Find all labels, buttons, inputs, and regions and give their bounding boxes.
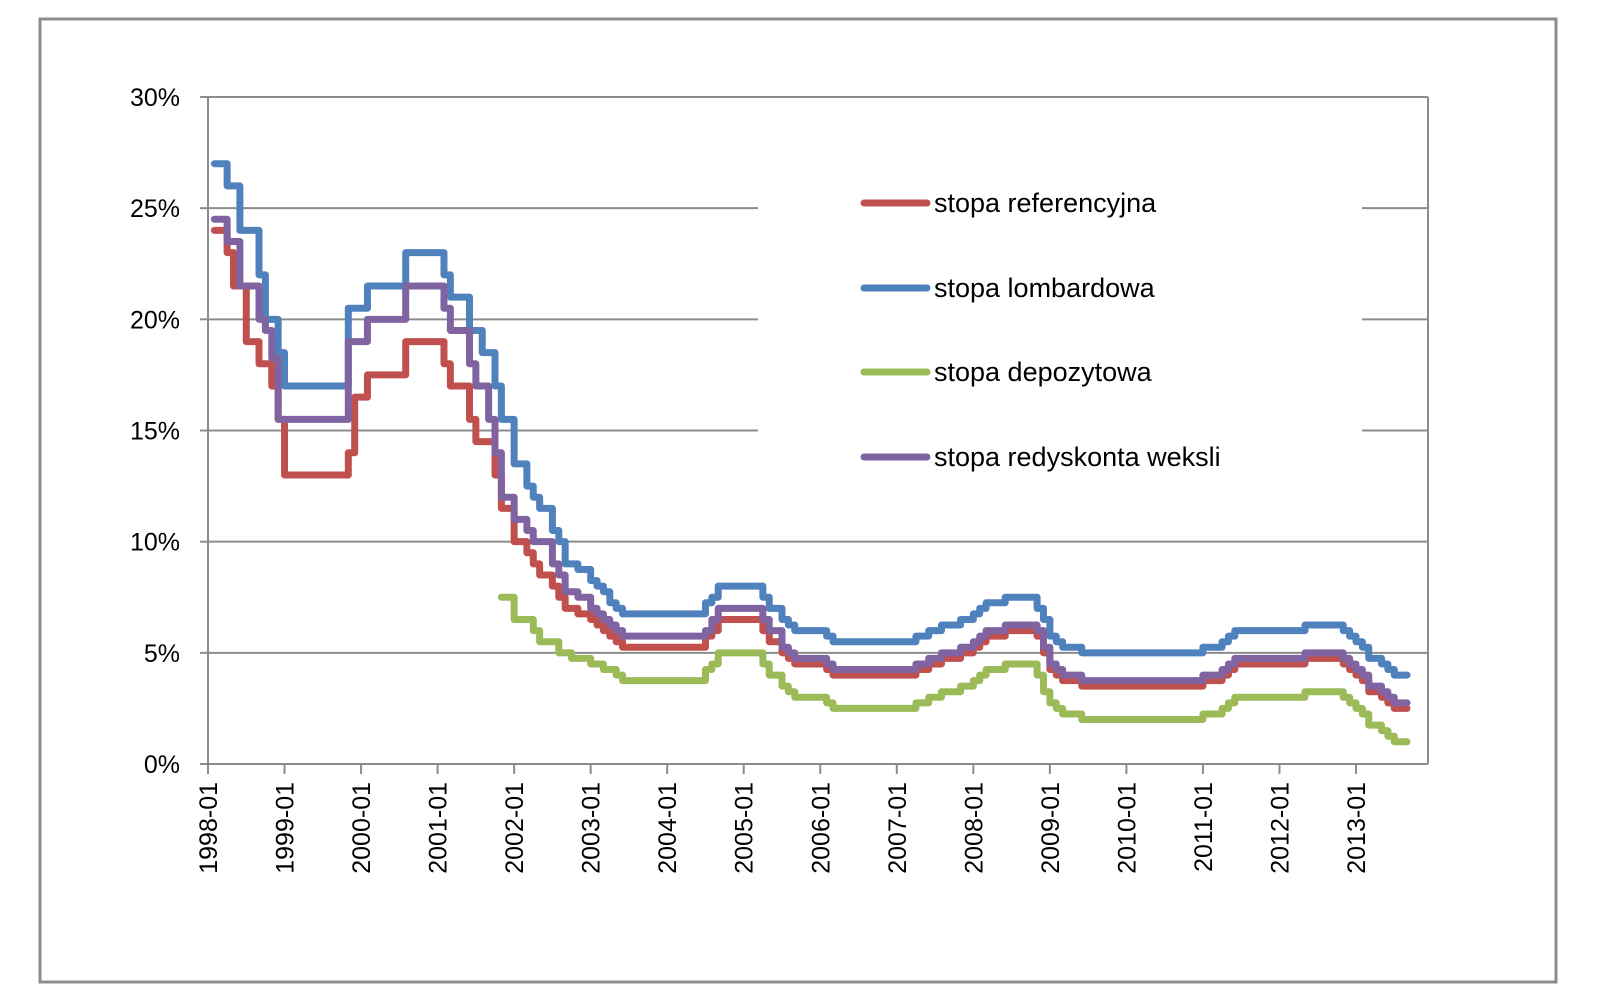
x-tick-label: 1998-01 (195, 782, 223, 874)
y-tick-label: 0% (144, 751, 180, 779)
y-tick-label: 5% (144, 640, 180, 668)
y-axis-ticks: 0% 5% 10% 15% 20% 25% 30% (130, 84, 208, 779)
x-tick-label: 2009-01 (1037, 782, 1065, 874)
legend-label: stopa referencyjna (934, 188, 1157, 218)
chart-frame (38, 17, 1558, 984)
x-tick-label: 2013-01 (1343, 782, 1371, 874)
legend-label: stopa depozytowa (934, 357, 1153, 387)
legend-label: stopa lombardowa (934, 273, 1156, 303)
x-tick-label: 2004-01 (654, 782, 682, 874)
legend: stopa referencyjna stopa lombardowa stopa … (860, 188, 1221, 472)
x-tick-label: 2002-01 (501, 782, 529, 874)
legend-background (758, 170, 1362, 480)
series-line-3 (497, 593, 1411, 746)
x-tick-label: 2001-01 (425, 782, 453, 874)
x-axis-ticks: 1998-01 1999-01 2000-01 2001-01 2002-01 2003-… (195, 764, 1371, 874)
y-tick-label: 10% (130, 529, 180, 557)
x-tick-label: 2003-01 (578, 782, 606, 874)
legend-label: stopa redyskonta weksli (934, 442, 1221, 472)
x-tick-label: 2005-01 (731, 782, 759, 874)
y-tick-label: 25% (130, 195, 180, 223)
series-line-4 (210, 215, 1411, 707)
x-tick-label: 2010-01 (1113, 782, 1141, 874)
x-tick-label: 2000-01 (348, 782, 376, 874)
legend-box (758, 170, 1362, 480)
x-tick-label: 2012-01 (1266, 782, 1294, 874)
y-tick-label: 20% (130, 306, 180, 334)
series-line-2 (210, 160, 1411, 679)
x-tick-label: 1999-01 (272, 782, 300, 874)
x-tick-label: 2006-01 (807, 782, 835, 874)
y-tick-label: 30% (130, 84, 180, 112)
x-tick-label: 2011-01 (1190, 782, 1218, 872)
x-tick-label: 2007-01 (884, 782, 912, 874)
series-lines (210, 160, 1411, 746)
y-tick-label: 15% (130, 418, 180, 446)
x-tick-label: 2008-01 (960, 782, 988, 874)
